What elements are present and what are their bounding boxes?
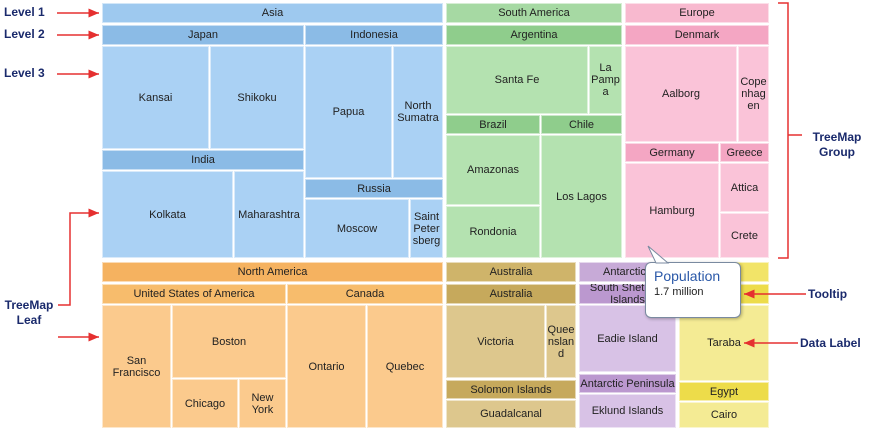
leaf[interactable]: Kansai xyxy=(102,46,209,149)
subgroup-header[interactable]: United States of America xyxy=(102,284,286,304)
subgroup-header[interactable]: Russia xyxy=(305,179,443,198)
leaf[interactable]: Aalborg xyxy=(625,46,737,142)
tooltip: Population 1.7 million xyxy=(645,262,741,318)
annotation: Data Label xyxy=(800,336,861,350)
leaf[interactable]: Guadalcanal xyxy=(446,400,576,428)
leaf[interactable]: Saint Petersberg xyxy=(410,199,443,258)
annotation: Level 3 xyxy=(4,66,45,80)
subgroup-header[interactable]: Japan xyxy=(102,25,304,45)
group-header[interactable]: Europe xyxy=(625,3,769,23)
annotation: Tooltip xyxy=(808,287,848,301)
leaf[interactable]: Quebec xyxy=(367,305,443,428)
leaf[interactable]: Cairo xyxy=(679,402,769,428)
arrow xyxy=(778,2,789,259)
subgroup-header[interactable]: Germany xyxy=(625,143,719,162)
subgroup-header[interactable]: Brazil xyxy=(446,115,540,134)
leaf[interactable]: Eklund Islands xyxy=(579,394,676,428)
leaf[interactable]: Papua xyxy=(305,46,392,178)
leaf[interactable]: Kolkata xyxy=(102,171,233,258)
subgroup-header[interactable]: Egypt xyxy=(679,382,769,401)
leaf[interactable]: San Francisco xyxy=(102,305,171,428)
leaf[interactable]: New York xyxy=(239,379,286,428)
leaf[interactable]: Boston xyxy=(172,305,286,378)
leaf[interactable]: La Pampa xyxy=(589,46,622,114)
group-header[interactable]: North America xyxy=(102,262,443,282)
leaf[interactable]: Crete xyxy=(720,213,769,258)
subgroup-header[interactable]: Solomon Islands xyxy=(446,380,576,399)
leaf[interactable]: North Sumatra xyxy=(393,46,443,178)
tooltip-value: 1.7 million xyxy=(654,286,704,298)
leaf[interactable]: Shikoku xyxy=(210,46,304,149)
leaf[interactable]: Los Lagos xyxy=(541,135,622,258)
annotation: Level 1 xyxy=(4,5,45,19)
annotation: TreeMap Leaf xyxy=(4,298,54,327)
subgroup-header[interactable]: Denmark xyxy=(625,25,769,45)
arrow xyxy=(58,208,99,306)
leaf[interactable]: Amazonas xyxy=(446,135,540,205)
subgroup-header[interactable]: Canada xyxy=(287,284,443,304)
leaf[interactable]: Copenhagen xyxy=(738,46,769,142)
subgroup-header[interactable]: Antarctic Peninsula xyxy=(579,374,676,393)
leaf[interactable]: Victoria xyxy=(446,305,545,378)
group-header[interactable]: Australia xyxy=(446,262,576,282)
leaf[interactable]: Hamburg xyxy=(625,163,719,258)
subgroup-header[interactable]: Australia xyxy=(446,284,576,304)
leaf[interactable]: Queensland xyxy=(546,305,576,378)
subgroup-header[interactable]: Indonesia xyxy=(305,25,443,45)
subgroup-header[interactable]: Greece xyxy=(720,143,769,162)
annotation: Level 2 xyxy=(4,27,45,41)
leaf[interactable]: Maharashtra xyxy=(234,171,304,258)
leaf[interactable]: Moscow xyxy=(305,199,409,258)
subgroup-header[interactable]: Chile xyxy=(541,115,622,134)
leaf[interactable]: Rondonia xyxy=(446,206,540,258)
group-header[interactable]: South America xyxy=(446,3,622,23)
annotation: TreeMap Group xyxy=(812,130,862,159)
leaf[interactable]: Santa Fe xyxy=(446,46,588,114)
leaf[interactable]: Attica xyxy=(720,163,769,212)
leaf[interactable]: Ontario xyxy=(287,305,366,428)
leaf[interactable]: Chicago xyxy=(172,379,238,428)
group-header[interactable]: Asia xyxy=(102,3,443,23)
subgroup-header[interactable]: India xyxy=(102,150,304,170)
subgroup-header[interactable]: Argentina xyxy=(446,25,622,45)
tooltip-title: Population xyxy=(654,268,721,284)
